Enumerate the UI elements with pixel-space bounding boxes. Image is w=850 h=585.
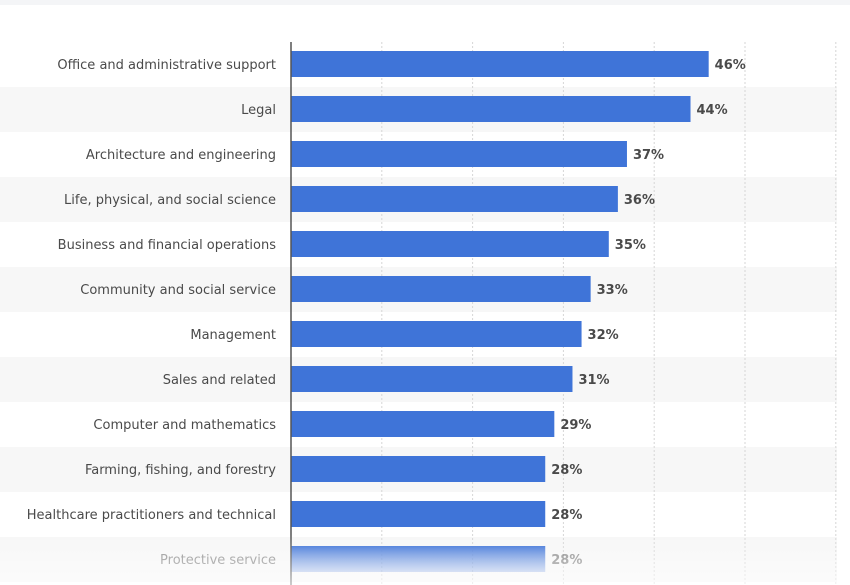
bar <box>291 366 573 392</box>
category-label: Protective service <box>160 553 276 568</box>
category-label: Farming, fishing, and forestry <box>85 463 276 478</box>
bar <box>291 96 691 122</box>
value-label: 37% <box>633 148 664 163</box>
value-label: 32% <box>588 328 619 343</box>
category-label: Legal <box>241 103 276 118</box>
value-label: 28% <box>551 463 582 478</box>
value-label: 28% <box>551 553 582 568</box>
bar <box>291 186 618 212</box>
bar <box>291 546 546 572</box>
category-label: Office and administrative support <box>57 58 276 73</box>
bar <box>291 456 546 482</box>
category-label: Life, physical, and social science <box>64 193 276 208</box>
value-label: 33% <box>597 283 628 298</box>
bar <box>291 411 555 437</box>
category-label: Management <box>190 328 276 343</box>
category-label: Healthcare practitioners and technical <box>27 508 276 523</box>
value-label: 29% <box>560 418 591 433</box>
bar <box>291 501 546 527</box>
top-strip <box>0 0 850 5</box>
category-label: Architecture and engineering <box>86 148 276 163</box>
bar <box>291 51 709 77</box>
bar <box>291 321 582 347</box>
category-label: Community and social service <box>80 283 276 298</box>
value-label: 46% <box>715 58 746 73</box>
value-label: 28% <box>551 508 582 523</box>
category-label: Computer and mathematics <box>93 418 276 433</box>
value-label: 36% <box>624 193 655 208</box>
bar <box>291 141 627 167</box>
category-label: Sales and related <box>163 373 276 388</box>
value-label: 44% <box>697 103 728 118</box>
value-label: 35% <box>615 238 646 253</box>
value-label: 31% <box>578 373 609 388</box>
bar <box>291 231 609 257</box>
category-label: Business and financial operations <box>58 238 277 253</box>
bar <box>291 276 591 302</box>
